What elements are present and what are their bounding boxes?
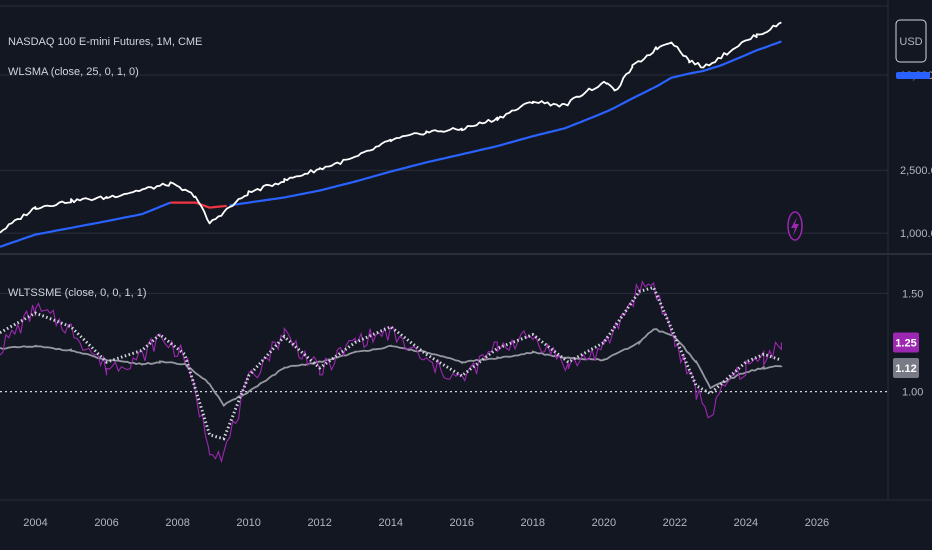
time-tick-label: 2014: [378, 517, 402, 529]
grid-layer: [0, 0, 932, 501]
osc-value-tag-label: 1.25: [895, 337, 916, 349]
symbol-title: NASDAQ 100 E-mini Futures, 1M, CME: [8, 36, 202, 48]
lightning-icon[interactable]: [787, 211, 803, 241]
currency-label: USD: [899, 36, 922, 48]
time-tick-label: 2026: [805, 517, 829, 529]
price-line[interactable]: [0, 21, 782, 234]
time-tick-label: 2008: [165, 517, 189, 529]
time-tick-label: 2004: [23, 517, 47, 529]
osc-value-tag-label: 1.12: [895, 363, 916, 375]
osc-raw-line[interactable]: [0, 280, 782, 464]
time-tick-label: 2024: [734, 517, 758, 529]
osc-smooth-line[interactable]: [0, 328, 783, 407]
axes-layer: 10,000.002,500.001,000.001.501.001.251.1…: [23, 70, 932, 529]
time-tick-label: 2010: [236, 517, 260, 529]
ma-price-tag: [896, 72, 930, 79]
indicator-1-label[interactable]: WLSMA (close, 25, 0, 1, 0): [8, 66, 139, 78]
currency-button[interactable]: USD: [895, 19, 927, 63]
wlsma-line-bearish[interactable]: [170, 201, 227, 209]
time-tick-label: 2012: [307, 517, 331, 529]
price-tick-label: 1,000.00: [900, 228, 932, 240]
wlsma-line-bullish[interactable]: [0, 201, 171, 248]
wlsma-line-bullish[interactable]: [229, 40, 782, 207]
price-pane[interactable]: [0, 21, 782, 248]
time-tick-label: 2020: [592, 517, 616, 529]
time-tick-label: 2016: [450, 517, 474, 529]
time-tick-label: 2018: [521, 517, 545, 529]
oscillator-pane[interactable]: [0, 280, 783, 464]
osc-value-tag: [893, 358, 919, 379]
price-tick-label: 2,500.00: [900, 165, 932, 177]
time-tick-label: 2022: [663, 517, 687, 529]
indicator-2-label[interactable]: WLTSSME (close, 0, 0, 1, 1): [8, 287, 147, 299]
osc-tick-label: 1.50: [902, 288, 923, 300]
osc-value-tag: [893, 332, 919, 353]
osc-tick-label: 1.00: [902, 387, 923, 399]
osc-dotted-line[interactable]: [0, 285, 782, 441]
time-tick-label: 2006: [94, 517, 118, 529]
